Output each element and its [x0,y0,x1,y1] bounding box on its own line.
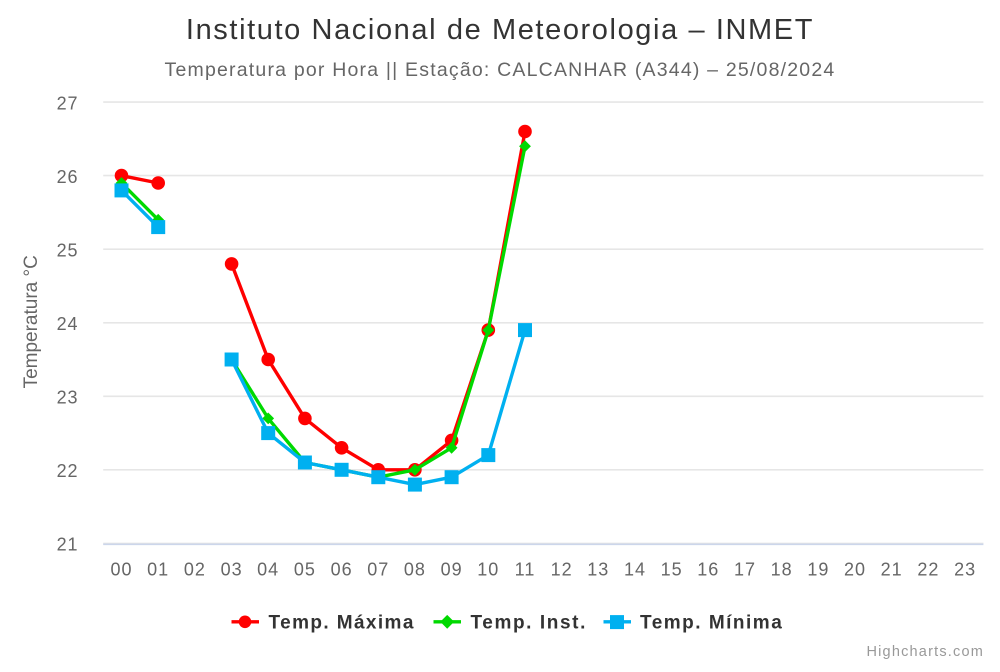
svg-text:23: 23 [954,560,976,580]
svg-text:Highcharts.com: Highcharts.com [866,644,984,660]
svg-text:18: 18 [771,560,793,580]
svg-text:03: 03 [221,560,243,580]
svg-text:26: 26 [57,167,79,187]
svg-text:Temp. Máxima: Temp. Máxima [269,613,415,634]
svg-text:15: 15 [661,560,683,580]
svg-text:22: 22 [917,560,939,580]
svg-text:02: 02 [184,560,206,580]
svg-text:05: 05 [294,560,316,580]
svg-text:20: 20 [844,560,866,580]
svg-text:21: 21 [57,535,79,555]
svg-text:Temp. Inst.: Temp. Inst. [471,613,587,634]
svg-text:21: 21 [881,560,903,580]
svg-text:27: 27 [57,93,79,113]
svg-text:10: 10 [477,560,499,580]
svg-text:13: 13 [587,560,609,580]
svg-text:16: 16 [697,560,719,580]
svg-text:19: 19 [807,560,829,580]
svg-text:Temperatura °C: Temperatura °C [21,255,42,388]
svg-text:09: 09 [441,560,463,580]
svg-text:25: 25 [57,241,79,261]
svg-text:12: 12 [551,560,573,580]
svg-text:01: 01 [147,560,169,580]
svg-text:08: 08 [404,560,426,580]
svg-text:22: 22 [57,461,79,481]
svg-text:07: 07 [367,560,389,580]
svg-text:14: 14 [624,560,646,580]
svg-text:Temp. Mínima: Temp. Mínima [640,613,783,634]
svg-text:11: 11 [515,560,536,580]
svg-text:Temperatura por Hora || Estaçã: Temperatura por Hora || Estação: CALCANH… [165,59,836,81]
svg-text:17: 17 [734,560,756,580]
svg-text:06: 06 [331,560,353,580]
svg-text:Instituto Nacional de Meteorol: Instituto Nacional de Meteorologia – INM… [186,14,814,46]
svg-text:24: 24 [57,314,79,334]
svg-text:04: 04 [257,560,279,580]
svg-text:23: 23 [57,388,79,408]
svg-text:00: 00 [110,560,132,580]
